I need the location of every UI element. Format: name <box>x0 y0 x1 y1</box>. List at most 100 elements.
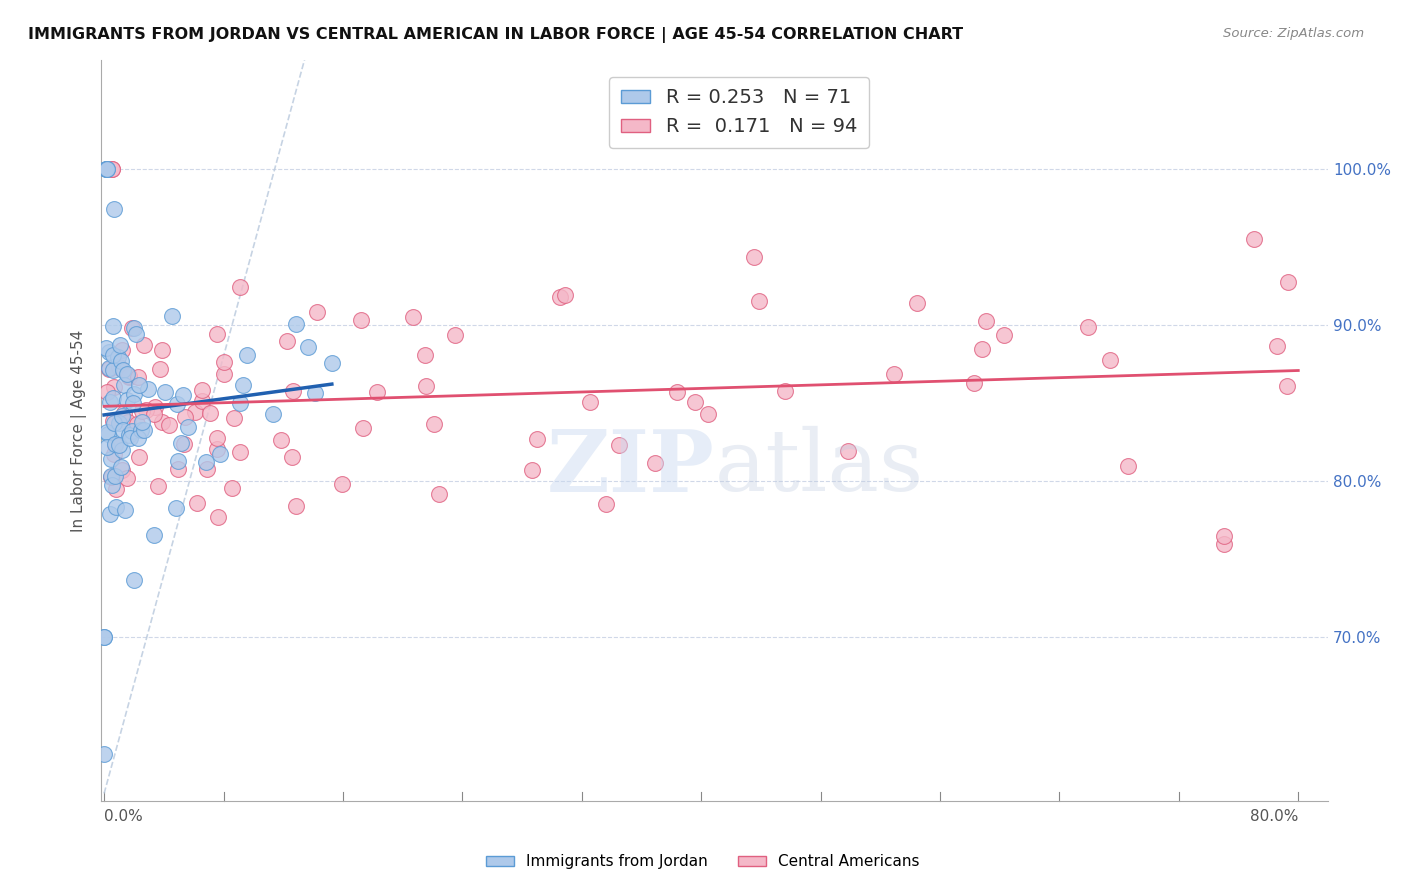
Point <box>993 327 1015 342</box>
Point <box>548 290 571 304</box>
Point <box>100 469 122 483</box>
Point <box>108 360 131 375</box>
Point <box>157 417 180 432</box>
Point <box>1277 275 1299 289</box>
Point <box>134 338 156 352</box>
Point <box>352 420 374 434</box>
Point <box>104 437 127 451</box>
Point <box>110 338 132 352</box>
Point <box>94 161 117 176</box>
Point <box>166 454 188 468</box>
Point <box>96 384 118 399</box>
Text: ZIP: ZIP <box>547 425 714 509</box>
Point <box>121 396 143 410</box>
Point <box>194 455 217 469</box>
Point <box>96 161 118 176</box>
Text: atlas: atlas <box>714 425 924 509</box>
Point <box>413 348 436 362</box>
Point <box>101 392 124 406</box>
Point <box>98 361 121 376</box>
Point <box>118 427 141 442</box>
Point <box>402 310 425 324</box>
Point <box>115 470 138 484</box>
Point <box>742 251 765 265</box>
Point <box>214 367 236 381</box>
Point <box>974 314 997 328</box>
Point <box>112 378 135 392</box>
Point <box>104 469 127 483</box>
Point <box>207 442 229 456</box>
Point <box>330 477 353 491</box>
Point <box>150 343 173 358</box>
Point <box>224 410 246 425</box>
Point <box>96 425 118 440</box>
Point <box>208 446 231 460</box>
Point <box>132 423 155 437</box>
Point <box>111 462 134 476</box>
Point <box>108 416 131 430</box>
Point <box>443 328 465 343</box>
Point <box>166 397 188 411</box>
Point <box>103 447 125 461</box>
Point <box>970 343 993 357</box>
Point <box>423 417 446 431</box>
Point <box>125 326 148 341</box>
Point <box>579 394 602 409</box>
Point <box>683 395 706 409</box>
Point <box>142 407 165 421</box>
Point <box>184 405 207 419</box>
Point <box>131 423 153 437</box>
Point <box>963 376 986 390</box>
Point <box>131 416 153 430</box>
Point <box>595 497 617 511</box>
Point <box>96 440 118 454</box>
Point <box>111 343 134 357</box>
Point <box>118 431 141 445</box>
Point <box>280 450 302 464</box>
Point <box>1277 379 1299 393</box>
Point <box>366 385 388 400</box>
Text: 80.0%: 80.0% <box>1250 809 1298 824</box>
Point <box>101 347 124 361</box>
Point <box>748 294 770 309</box>
Point <box>93 630 115 644</box>
Point <box>186 496 208 510</box>
Point <box>97 426 120 441</box>
Point <box>107 351 129 365</box>
Point <box>117 415 139 429</box>
Point <box>415 378 437 392</box>
Text: IMMIGRANTS FROM JORDAN VS CENTRAL AMERICAN IN LABOR FORCE | AGE 45-54 CORRELATIO: IMMIGRANTS FROM JORDAN VS CENTRAL AMERIC… <box>28 27 963 43</box>
Point <box>350 312 373 326</box>
Point <box>136 382 159 396</box>
Point <box>176 420 198 434</box>
Point <box>200 406 222 420</box>
Y-axis label: In Labor Force | Age 45-54: In Labor Force | Age 45-54 <box>72 329 87 532</box>
Point <box>170 436 193 450</box>
Point <box>229 395 252 409</box>
Point <box>101 319 124 334</box>
Point <box>104 482 127 496</box>
Point <box>100 477 122 491</box>
Point <box>173 410 195 425</box>
Point <box>697 407 720 421</box>
Point <box>110 354 132 368</box>
Point <box>93 747 115 762</box>
Point <box>190 393 212 408</box>
Point <box>94 341 117 355</box>
Point <box>149 362 172 376</box>
Point <box>607 438 630 452</box>
Point <box>103 380 125 394</box>
Text: 0.0%: 0.0% <box>104 809 143 824</box>
Point <box>644 456 666 470</box>
Point <box>148 479 170 493</box>
Legend: Immigrants from Jordan, Central Americans: Immigrants from Jordan, Central American… <box>481 848 925 875</box>
Point <box>429 486 451 500</box>
Point <box>167 461 190 475</box>
Point <box>262 407 284 421</box>
Point <box>1243 232 1265 246</box>
Point <box>554 288 576 302</box>
Point <box>98 508 121 522</box>
Point <box>96 161 118 176</box>
Point <box>526 432 548 446</box>
Point <box>112 423 135 437</box>
